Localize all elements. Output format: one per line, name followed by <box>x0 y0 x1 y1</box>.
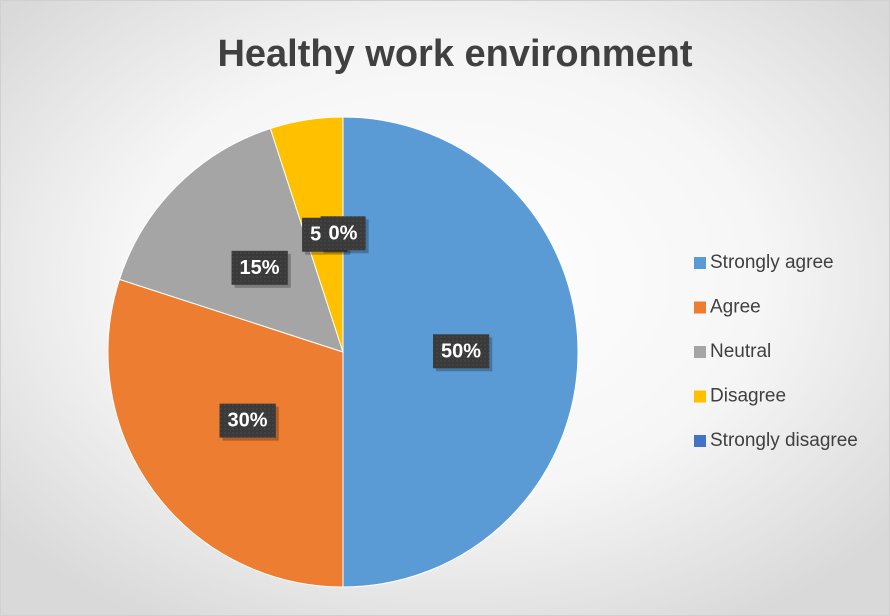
data-label: 15% <box>231 250 291 288</box>
legend-swatch <box>694 257 706 269</box>
legend-label: Agree <box>710 297 761 318</box>
data-label-box <box>320 216 366 251</box>
data-label: 0% <box>320 216 369 254</box>
pie-slice <box>118 127 344 353</box>
legend-swatch <box>694 435 706 447</box>
data-label: 30% <box>219 403 279 441</box>
legend-label: Disagree <box>710 386 786 407</box>
data-label-text: 50% <box>441 340 481 362</box>
legend-label: Strongly disagree <box>710 430 858 451</box>
data-label: 50% <box>432 334 493 372</box>
data-label-text: 0% <box>329 222 358 244</box>
data-label-box <box>219 403 276 438</box>
data-label-text: 30% <box>228 410 268 432</box>
data-label-text: 15% <box>240 257 280 279</box>
data-label-box <box>432 334 490 369</box>
legend-label: Strongly agree <box>710 252 834 273</box>
data-label-box <box>231 250 288 285</box>
legend-swatch <box>694 301 706 314</box>
legend-swatch <box>694 390 706 403</box>
legend-label: Neutral <box>710 341 771 362</box>
chart-title: Healthy work environment <box>217 33 692 75</box>
legend-swatch <box>694 346 706 358</box>
